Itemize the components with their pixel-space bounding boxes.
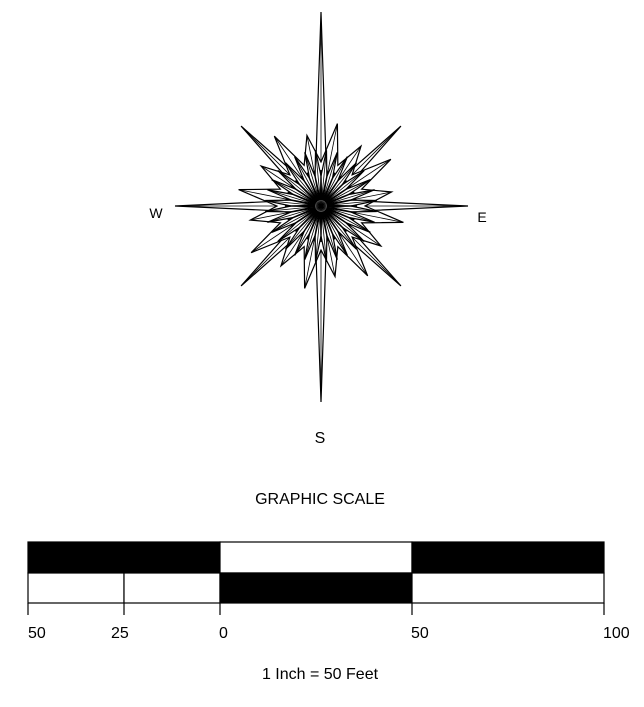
scale-segment bbox=[219, 541, 413, 574]
rose-ray bbox=[295, 205, 322, 232]
rose-ray bbox=[320, 205, 355, 221]
rose-ray bbox=[295, 180, 322, 207]
scale-segment bbox=[27, 541, 221, 574]
rose-ray bbox=[306, 205, 322, 240]
scale-tick-label: 25 bbox=[111, 625, 129, 642]
rose-ray bbox=[320, 170, 329, 207]
scale-segment bbox=[27, 572, 125, 604]
rose-ray bbox=[313, 170, 322, 207]
rose-ray bbox=[306, 172, 322, 207]
scale-title: GRAPHIC SCALE bbox=[255, 491, 385, 508]
rose-ray bbox=[287, 191, 322, 207]
scale-tick-label: 0 bbox=[219, 625, 228, 642]
rose-ray bbox=[300, 205, 322, 237]
scale-segment bbox=[123, 572, 221, 604]
scale-bar bbox=[27, 541, 605, 615]
rose-ray bbox=[290, 185, 322, 207]
rose-ray bbox=[320, 205, 329, 242]
rose-ray bbox=[320, 172, 336, 207]
scale-tick-label: 50 bbox=[411, 625, 429, 642]
rose-ray bbox=[287, 205, 322, 221]
rose-ray bbox=[320, 205, 336, 240]
scale-segment bbox=[411, 541, 605, 574]
scale-tick-label: 50 bbox=[28, 625, 46, 642]
rose-ray bbox=[320, 175, 342, 207]
scale-caption: 1 Inch = 50 Feet bbox=[262, 666, 379, 683]
compass-west: W bbox=[149, 205, 163, 221]
rose-ray bbox=[300, 175, 322, 207]
scale-tick-label: 100 bbox=[603, 625, 630, 642]
compass-south: S bbox=[315, 430, 326, 447]
rose-ray bbox=[320, 198, 357, 207]
rose-ray bbox=[313, 205, 322, 242]
rose-ray bbox=[320, 205, 352, 227]
rose-ray bbox=[320, 180, 347, 207]
rose-ray bbox=[285, 198, 322, 207]
rose-ray bbox=[320, 205, 342, 237]
rose-ray bbox=[320, 191, 355, 207]
scale-segment bbox=[411, 572, 605, 604]
compass-east: E bbox=[477, 209, 486, 225]
scale-segment bbox=[219, 572, 413, 604]
rose-ray bbox=[290, 205, 322, 227]
rose-ray bbox=[285, 205, 322, 214]
rose-ray bbox=[320, 185, 352, 207]
compass-rose bbox=[174, 11, 469, 403]
rose-ray bbox=[320, 205, 347, 232]
rose-ray bbox=[320, 205, 357, 214]
